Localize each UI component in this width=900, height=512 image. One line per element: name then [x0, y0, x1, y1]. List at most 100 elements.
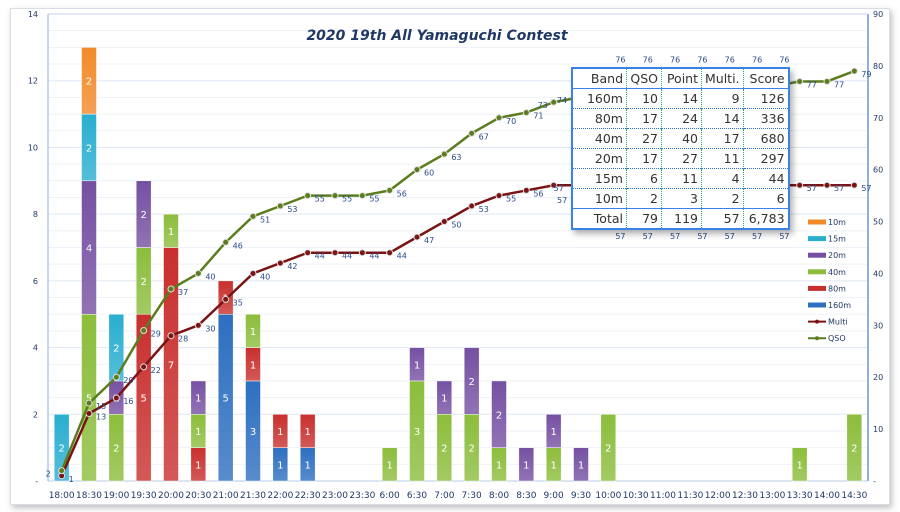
right-tick-label: 30 [873, 321, 883, 330]
legend-swatch-icon [808, 252, 826, 258]
point-Multi [249, 269, 257, 277]
point-Multi [796, 181, 804, 189]
cell: 17 [701, 128, 744, 149]
point-QSO [386, 186, 394, 194]
bar-value-label: 1 [796, 460, 802, 471]
cell: 17 [626, 108, 662, 129]
point-label-Multi: 16 [123, 397, 133, 406]
x-tick-label: 14:30 [841, 491, 867, 501]
bar-value-label: 1 [195, 427, 201, 438]
point-label-QSO: 29 [151, 330, 161, 339]
bar-value-label: 2 [86, 77, 92, 88]
point-label-QSO: 76 [779, 56, 789, 65]
point-label-Multi: 40 [260, 272, 270, 281]
right-tick-label: 50 [873, 218, 883, 227]
x-tick-label: 19:00 [103, 491, 129, 501]
legend-marker-icon [815, 336, 819, 341]
point-label-Multi: 56 [533, 189, 543, 198]
bar-value-label: 1 [168, 227, 174, 238]
x-tick-label: 14:00 [814, 491, 840, 501]
point-label-QSO: 74 [557, 96, 567, 105]
point-Multi [495, 192, 503, 200]
bar-80m [299, 414, 316, 448]
point-label-QSO: 15 [96, 402, 106, 411]
left-tick-label: 14 [28, 10, 38, 19]
cell: 2 [701, 188, 744, 209]
x-tick-label: 7:00 [434, 491, 454, 501]
left-tick-label: 2 [33, 410, 38, 419]
point-label-QSO: 51 [260, 215, 270, 224]
legend-label: QSO [828, 334, 846, 343]
cell: 4 [701, 168, 744, 189]
cell: 14 [661, 88, 702, 109]
point-Multi [112, 394, 120, 402]
legend-label: 15m [828, 235, 846, 244]
cell: 9 [701, 88, 744, 109]
table-row: 40m 27 40 17 680 [572, 128, 789, 149]
x-tick-label: 10:00 [595, 491, 621, 501]
bar-value-label: 5 [222, 394, 228, 405]
cell: 6,783 [742, 208, 789, 229]
point-Multi [331, 249, 339, 257]
point-Multi [386, 249, 394, 257]
bar-value-label: 2 [86, 143, 92, 154]
x-tick-label: 22:00 [267, 491, 293, 501]
bar-value-label: 2 [113, 444, 119, 455]
point-Multi [140, 363, 148, 371]
legend-marker-icon [815, 319, 819, 324]
bar-value-label: 4 [86, 244, 92, 255]
table-row: 160m 10 14 9 126 [572, 88, 789, 109]
x-tick-label: 10:30 [623, 491, 649, 501]
point-label-QSO: 79 [861, 70, 871, 79]
cell: 10m [572, 188, 627, 209]
right-tick-label: 80 [873, 62, 883, 71]
cell: Total [572, 208, 627, 229]
bar-40m [600, 414, 617, 482]
point-label-Multi: 57 [861, 184, 871, 193]
bar-value-label: 3 [414, 427, 420, 438]
bar-value-label: 1 [304, 427, 310, 438]
cell: 14 [701, 108, 744, 129]
point-QSO [495, 114, 503, 122]
cell: 336 [742, 108, 789, 129]
point-QSO [276, 202, 284, 210]
point-Multi [522, 186, 530, 194]
bar-20m [190, 380, 207, 415]
bar-value-label: 2 [605, 444, 611, 455]
bar-40m [791, 447, 808, 482]
table-header-row: Band QSO Point Multi. Score [572, 68, 789, 89]
cell: 119 [661, 208, 702, 229]
col-qso: QSO [626, 68, 662, 89]
cell: 79 [626, 208, 662, 229]
bar-value-label: 2 [496, 410, 502, 421]
point-label-QSO: 71 [533, 112, 543, 121]
point-label-Multi: 13 [96, 413, 106, 422]
bar-value-label: 2 [58, 444, 64, 455]
point-Multi [304, 249, 312, 257]
bar-40m [245, 313, 261, 348]
point-label-Multi: 57 [615, 232, 625, 241]
chart-title-wrap: 2020 19th All Yamaguchi Contest [0, 28, 874, 44]
bar-20m [409, 347, 425, 382]
bar-value-label: 1 [550, 460, 556, 471]
cell: 44 [742, 168, 789, 189]
bar-value-label: 1 [195, 460, 201, 471]
right-tick-label: 70 [873, 114, 883, 123]
bar-40m [163, 213, 179, 248]
point-label-Multi: 57 [725, 232, 735, 241]
point-label-Multi: 55 [506, 195, 516, 204]
bar-value-label: 1 [441, 394, 447, 405]
cell: 10 [626, 88, 662, 109]
legend-swatch-icon [808, 269, 826, 275]
point-label-Multi: 57 [834, 184, 844, 193]
right-tick-label: 60 [873, 166, 883, 175]
point-label-QSO: 53 [287, 205, 297, 214]
cell: 24 [661, 108, 702, 129]
point-Multi [850, 181, 858, 189]
point-QSO [112, 373, 120, 381]
point-label-Multi: 44 [342, 252, 352, 261]
cell: 15m [572, 168, 627, 189]
point-Multi [550, 181, 558, 189]
point-Multi [440, 218, 448, 226]
bar-value-label: 1 [578, 460, 584, 471]
